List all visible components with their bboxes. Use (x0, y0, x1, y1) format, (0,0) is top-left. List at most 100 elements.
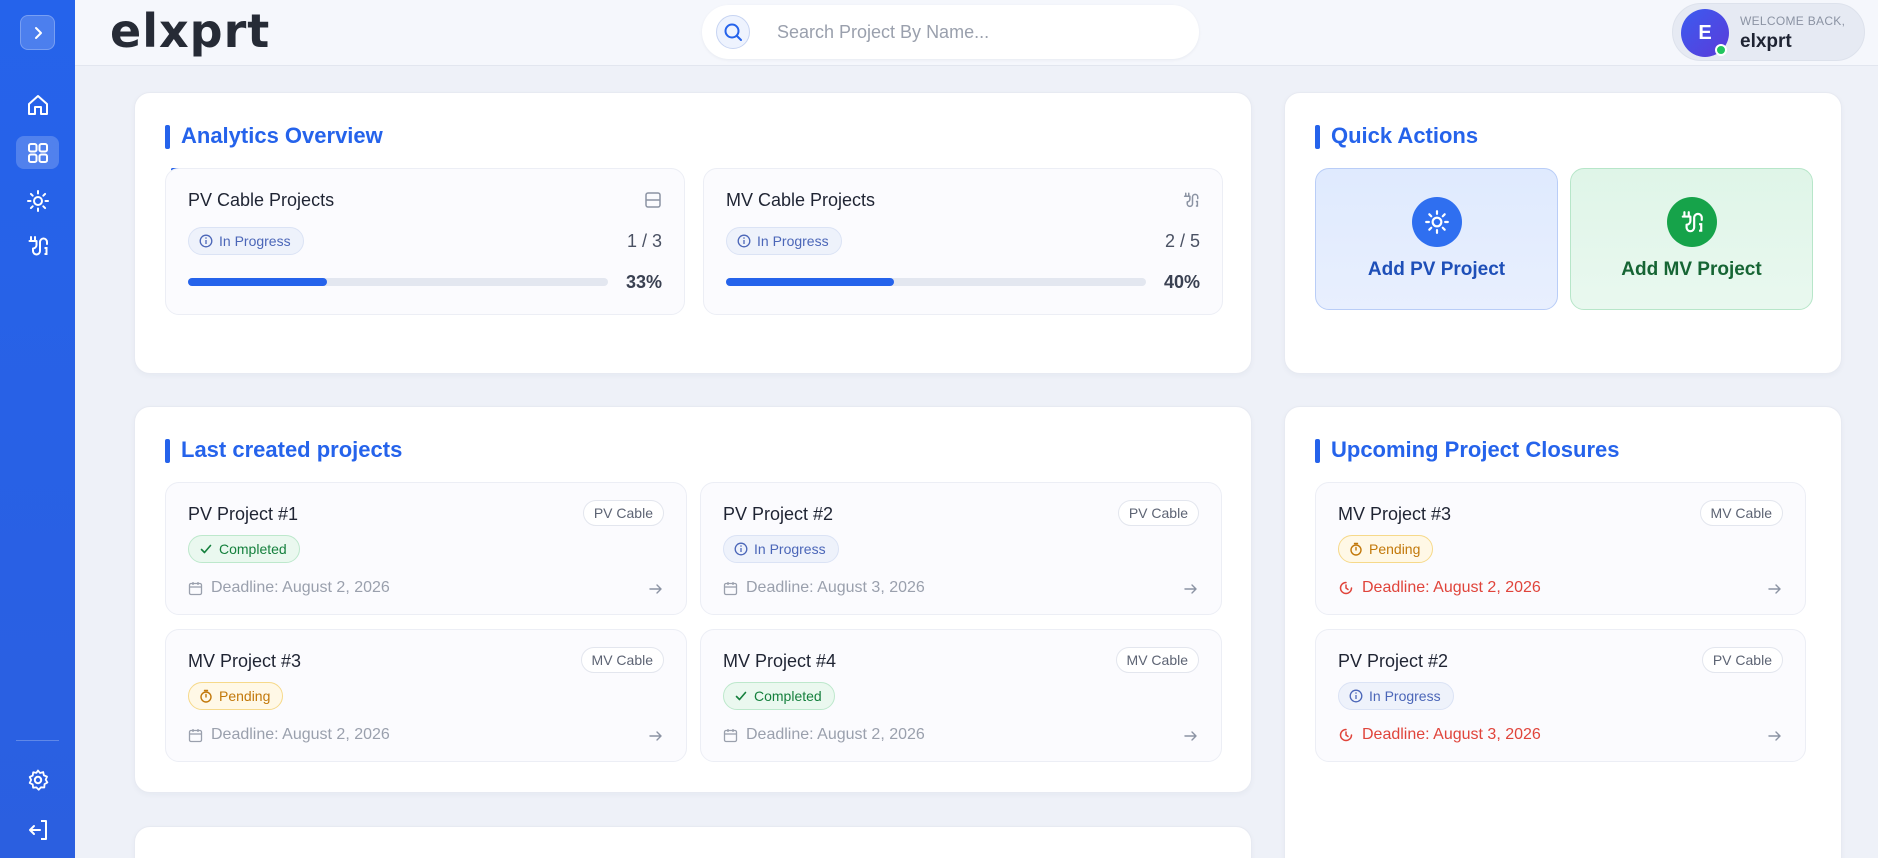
deadline-text: Deadline: August 2, 2026 (1362, 579, 1541, 596)
project-card[interactable]: MV Project #3 MV Cable Pending Deadline:… (1315, 482, 1806, 615)
quick-actions-title: Quick Actions (1315, 123, 1478, 149)
project-type-tag: PV Cable (582, 500, 664, 526)
deadline: Deadline: August 2, 2026 (188, 726, 390, 744)
status-badge: Completed (188, 535, 300, 563)
project-ratio: 2 / 5 (1164, 231, 1200, 251)
pv-cable-stats-card[interactable]: PV Cable Projects In Progress 1 / 3 33% (165, 168, 685, 315)
project-ratio: 1 / 3 (626, 231, 662, 251)
last-created-title: Last created projects (165, 437, 402, 463)
arrow-right-icon[interactable] (1767, 581, 1783, 597)
analytics-overview-panel: Analytics Overview PV Cable Projects In … (134, 92, 1252, 374)
status-text: In Progress (757, 233, 829, 249)
project-card[interactable]: MV Project #3 MV Cable Pending Deadline:… (165, 629, 687, 762)
progress-percent: 33% (625, 272, 662, 292)
search-icon (724, 23, 742, 41)
search-button[interactable] (716, 15, 750, 49)
gear-icon (28, 769, 48, 791)
sidebar-divider (16, 740, 59, 741)
project-type-tag: MV Cable (580, 647, 664, 673)
progress-track (726, 278, 1146, 286)
status-badge: Pending (188, 682, 284, 710)
sidebar-item-home[interactable] (16, 88, 59, 121)
chevron-right-icon (34, 26, 42, 39)
add-mv-project-button[interactable]: Add MV Project (1570, 168, 1813, 310)
info-icon (1349, 689, 1363, 703)
deadline-text: Deadline: August 2, 2026 (211, 726, 390, 743)
stopwatch-icon (1350, 542, 1362, 556)
user-menu[interactable]: E WELCOME BACK, elxprt (1672, 3, 1865, 61)
status-text: Pending (1369, 541, 1421, 557)
card-title: PV Cable Projects (188, 190, 335, 210)
project-type-tag: PV Cable (1701, 647, 1783, 673)
online-status-dot (1715, 44, 1727, 56)
sidebar-item-settings[interactable] (16, 763, 59, 796)
info-icon (734, 542, 748, 556)
status-text: In Progress (1369, 688, 1441, 704)
cable-icon (28, 235, 48, 255)
status-badge: In Progress (188, 227, 304, 255)
sidebar (0, 0, 75, 858)
calendar-icon (723, 581, 738, 595)
deadline: Deadline: August 3, 2026 (723, 579, 925, 597)
project-name: PV Project #2 (723, 504, 834, 524)
add-mv-label: Add MV Project (1621, 259, 1762, 280)
deadline: Deadline: August 2, 2026 (723, 726, 925, 744)
deadline-text: Deadline: August 2, 2026 (746, 726, 925, 743)
status-badge: In Progress (1338, 682, 1454, 710)
deadline-text: Deadline: August 3, 2026 (1362, 726, 1541, 743)
project-type-tag: MV Cable (1115, 647, 1199, 673)
project-type-tag: PV Cable (1117, 500, 1199, 526)
status-badge: In Progress (723, 535, 839, 563)
arrow-right-icon[interactable] (1767, 728, 1783, 744)
check-icon (735, 691, 747, 701)
project-card[interactable]: PV Project #1 PV Cable Completed Deadlin… (165, 482, 687, 615)
deadline-text: Deadline: August 2, 2026 (211, 579, 390, 596)
logout-icon (28, 819, 47, 840)
arrow-right-icon[interactable] (1183, 581, 1199, 597)
project-name: PV Project #1 (188, 504, 299, 524)
project-card[interactable]: MV Project #4 MV Cable Completed Deadlin… (700, 629, 1222, 762)
cable-icon (1183, 192, 1199, 208)
deadline: Deadline: August 2, 2026 (1338, 579, 1541, 597)
cable-icon-circle (1667, 197, 1717, 247)
project-card[interactable]: PV Project #2 PV Cable In Progress Deadl… (700, 482, 1222, 615)
sidebar-item-dashboard[interactable] (16, 136, 59, 169)
cable-icon (1681, 211, 1703, 233)
add-pv-label: Add PV Project (1367, 259, 1506, 280)
sidebar-item-pv[interactable] (16, 184, 59, 217)
upcoming-closures-panel: Upcoming Project Closures MV Project #3 … (1284, 406, 1842, 858)
status-badge: Pending (1338, 535, 1434, 563)
home-icon (27, 94, 48, 115)
search-bar (702, 5, 1199, 59)
analytics-overview-title: Analytics Overview (165, 123, 383, 149)
calendar-icon (188, 728, 203, 742)
clock-alert-icon (1339, 728, 1353, 742)
project-name: MV Project #3 (188, 651, 302, 671)
calendar-icon (723, 728, 738, 742)
upcoming-closures-title: Upcoming Project Closures (1315, 437, 1620, 463)
sun-icon (1425, 210, 1449, 234)
panel-icon (645, 192, 661, 208)
clock-alert-icon (1339, 581, 1353, 595)
top-header: elxprt E WELCOME BACK, elxprt (75, 0, 1878, 66)
arrow-right-icon[interactable] (648, 581, 664, 597)
project-name: MV Project #3 (1338, 504, 1452, 524)
last-created-projects-panel: Last created projects PV Project #1 PV C… (134, 406, 1252, 793)
arrow-right-icon[interactable] (648, 728, 664, 744)
mv-cable-stats-card[interactable]: MV Cable Projects In Progress 2 / 5 40% (703, 168, 1223, 315)
project-name: PV Project #2 (1338, 651, 1449, 671)
card-title: MV Cable Projects (726, 190, 876, 210)
stopwatch-icon (200, 689, 212, 703)
sidebar-toggle-button[interactable] (20, 15, 55, 50)
add-pv-project-button[interactable]: Add PV Project (1315, 168, 1558, 310)
project-card[interactable]: PV Project #2 PV Cable In Progress Deadl… (1315, 629, 1806, 762)
search-input[interactable] (777, 19, 1177, 45)
sidebar-item-logout[interactable] (16, 813, 59, 846)
sidebar-item-mv[interactable] (16, 229, 59, 262)
deadline: Deadline: August 2, 2026 (188, 579, 390, 597)
arrow-right-icon[interactable] (1183, 728, 1199, 744)
dashboard-grid-icon (27, 142, 48, 163)
user-name: elxprt (1740, 31, 1792, 52)
info-icon (737, 234, 751, 248)
next-panel (134, 826, 1252, 858)
